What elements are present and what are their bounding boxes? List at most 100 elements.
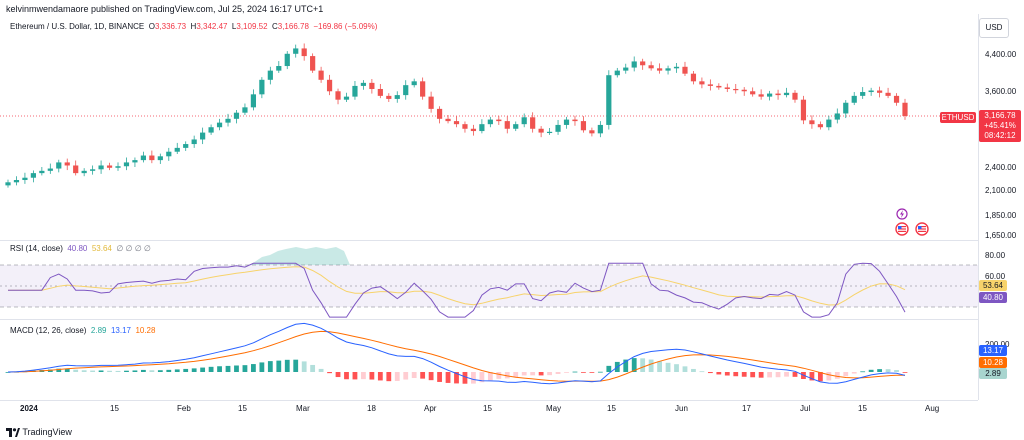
- histogram-bar: [724, 372, 730, 376]
- histogram-bar: [767, 372, 773, 378]
- rsi-value: 40.80: [67, 244, 88, 253]
- histogram-bar: [496, 372, 502, 379]
- last-price-tag: 3,166.78 +45.41% 08:42:12: [979, 110, 1021, 142]
- histogram-bar: [792, 372, 798, 377]
- lightning-event-icon[interactable]: [896, 207, 908, 225]
- histogram-bar: [716, 372, 722, 375]
- histogram-bar: [124, 370, 129, 372]
- candle-body: [504, 121, 510, 129]
- candle-body: [462, 124, 468, 129]
- macd-tag: 13.17: [979, 345, 1007, 356]
- symbol-title[interactable]: Ethereum / U.S. Dollar, 1D, BINANCE: [10, 22, 145, 31]
- candle-body: [233, 112, 240, 119]
- histogram-bar: [234, 365, 239, 372]
- rsi-chart[interactable]: [0, 241, 978, 319]
- candle-body: [13, 180, 20, 183]
- tradingview-footer[interactable]: TradingView: [6, 427, 72, 438]
- candle-body: [293, 48, 299, 54]
- candle-body: [885, 92, 891, 96]
- macd-title[interactable]: MACD (12, 26, close): [10, 326, 87, 335]
- histogram-bar: [301, 361, 307, 372]
- histogram-bar: [597, 371, 603, 373]
- candle-body: [386, 95, 392, 99]
- pane-separator[interactable]: [0, 319, 978, 320]
- histogram-bar: [157, 370, 163, 372]
- macd-axis-label: 200.00: [985, 340, 1009, 349]
- candle-body: [682, 66, 688, 74]
- low-key: L: [231, 22, 237, 31]
- close-value: 3,166.78: [277, 22, 309, 31]
- candle-body: [817, 124, 823, 128]
- histogram-bar: [56, 368, 62, 372]
- rsi-legend: RSI (14, close) 40.80 53.64 ∅ ∅ ∅ ∅: [10, 244, 151, 253]
- histogram-bar: [691, 368, 696, 372]
- time-axis[interactable]: 2024 15 Feb 15 Mar 18 Apr 15 May 15 Jun …: [0, 404, 978, 418]
- macd-legend: MACD (12, 26, close) 2.89 13.17 10.28: [10, 326, 155, 335]
- rsi-axis-label: 60.00: [985, 272, 1006, 281]
- time-label: 15: [110, 404, 119, 413]
- histogram-bar: [462, 372, 468, 384]
- histogram-bar: [606, 365, 612, 372]
- candle-body: [470, 128, 477, 132]
- time-label: 15: [483, 404, 492, 413]
- candle-body: [800, 99, 807, 121]
- price-chart[interactable]: [0, 36, 978, 240]
- histogram-bar: [217, 366, 222, 372]
- histogram-bar: [107, 370, 112, 372]
- candle-body: [284, 53, 290, 67]
- histogram-bar: [834, 372, 840, 379]
- pane-separator[interactable]: [0, 240, 978, 241]
- publisher-line: kelvinmwendamaore published on TradingVi…: [6, 4, 324, 14]
- candle-body: [259, 79, 265, 95]
- candle-body: [496, 119, 502, 122]
- histogram-bar: [454, 372, 459, 384]
- candle-body: [860, 92, 866, 96]
- price-axis-label: 2,400.00: [985, 163, 1017, 172]
- candle-body: [22, 177, 28, 181]
- histogram-bar: [733, 372, 739, 377]
- histogram-bar: [471, 372, 476, 384]
- histogram-bar: [682, 366, 688, 372]
- rsi-title[interactable]: RSI (14, close): [10, 244, 63, 253]
- open-key: O: [148, 22, 155, 31]
- candle-body: [216, 122, 223, 128]
- us-economic-event-icon[interactable]: [895, 222, 909, 241]
- time-label: 15: [238, 404, 247, 413]
- histogram-bar: [750, 372, 756, 378]
- candle-body: [614, 70, 620, 76]
- currency-button[interactable]: USD: [979, 18, 1009, 38]
- rsi-overbought-fill: [250, 247, 350, 265]
- candle-body: [792, 92, 798, 100]
- candle-body: [521, 117, 527, 125]
- histogram-bar: [657, 361, 662, 372]
- candle-body: [843, 102, 849, 114]
- histogram-bar: [860, 371, 866, 373]
- histogram-bar: [521, 372, 527, 376]
- histogram-bar: [665, 362, 671, 372]
- candlestick-series: [5, 43, 908, 188]
- candle-body: [809, 120, 815, 125]
- histogram-bar: [877, 369, 883, 372]
- macd-hist-value: 2.89: [90, 326, 107, 335]
- candle-body: [555, 124, 561, 132]
- histogram-bar: [377, 372, 383, 381]
- candle-body: [318, 70, 324, 80]
- candle-body: [64, 162, 70, 166]
- candle-body: [98, 165, 104, 170]
- candle-body: [123, 162, 130, 167]
- time-label: Jul: [800, 404, 811, 413]
- time-label: Mar: [296, 404, 310, 413]
- candle-body: [267, 70, 273, 80]
- macd-chart[interactable]: [0, 320, 978, 400]
- candle-body: [750, 91, 756, 95]
- macd-line: [7, 322, 906, 385]
- candle-body: [360, 82, 367, 86]
- histogram-bar: [885, 369, 891, 372]
- histogram-bar: [640, 358, 646, 372]
- candle-body: [580, 121, 587, 131]
- us-economic-event-icon[interactable]: [915, 222, 929, 241]
- histogram-bar: [140, 369, 146, 372]
- histogram-bar: [267, 361, 273, 372]
- high-value: 3,342.47: [196, 22, 228, 31]
- price-axis-label: 1,650.00: [985, 231, 1017, 240]
